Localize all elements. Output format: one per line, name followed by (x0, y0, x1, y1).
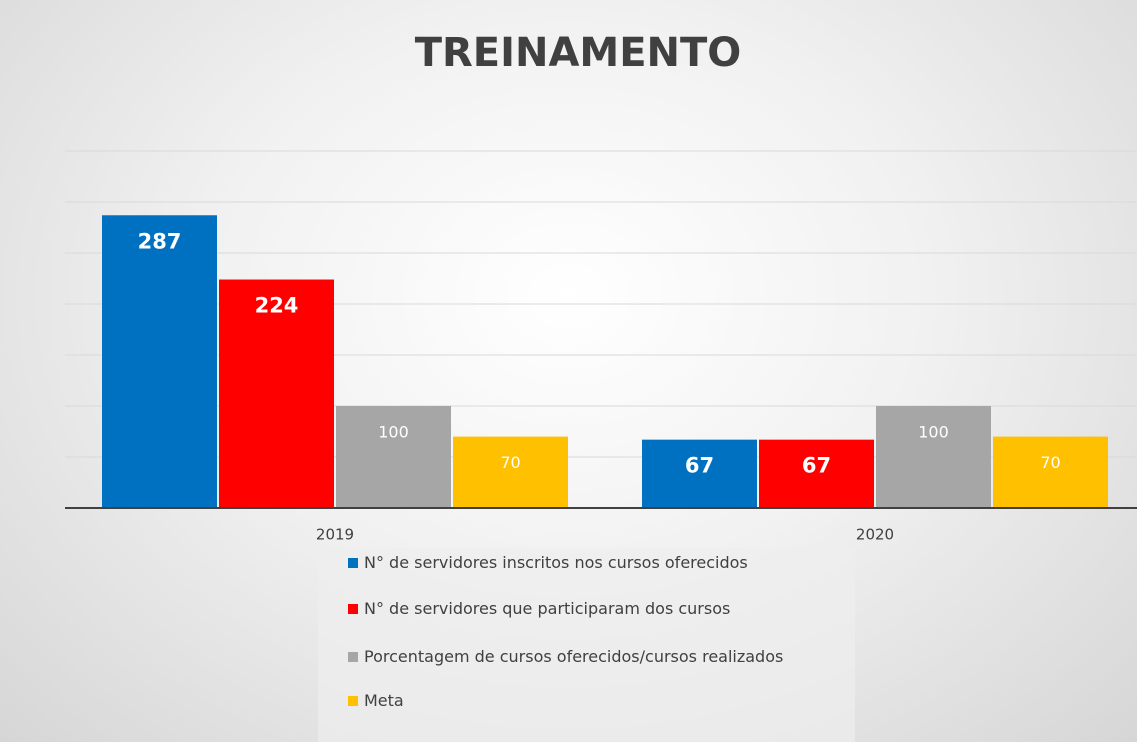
legend-label: N° de servidores que participaram dos cu… (364, 599, 731, 618)
data-label: 70 (1040, 453, 1060, 472)
legend-swatch (348, 652, 358, 662)
bar (102, 215, 217, 508)
legend-item: Meta (348, 690, 404, 711)
legend-label: N° de servidores inscritos nos cursos of… (364, 553, 748, 572)
legend-label: Porcentagem de cursos oferecidos/cursos … (364, 647, 784, 666)
data-label: 67 (802, 454, 831, 478)
legend-swatch (348, 696, 358, 706)
legend-item: Porcentagem de cursos oferecidos/cursos … (348, 646, 783, 667)
legend-label: Meta (364, 691, 404, 710)
bar (453, 436, 568, 508)
chart-title: TREINAMENTO (415, 30, 742, 76)
legend-swatch (348, 604, 358, 614)
bar (876, 406, 991, 508)
data-label: 67 (685, 454, 714, 478)
legend-swatch (348, 558, 358, 568)
data-label: 224 (255, 294, 299, 318)
bar (993, 436, 1108, 508)
bar (336, 406, 451, 508)
bar (219, 279, 334, 508)
data-label: 70 (500, 453, 520, 472)
data-label: 100 (378, 423, 409, 442)
legend-item: N° de servidores que participaram dos cu… (348, 598, 730, 619)
data-label: 287 (138, 229, 182, 253)
bar (759, 439, 874, 508)
data-label: 100 (918, 423, 949, 442)
x-tick-label: 2019 (316, 526, 354, 544)
x-tick-label: 2020 (856, 526, 894, 544)
legend-item: N° de servidores inscritos nos cursos of… (348, 552, 748, 573)
bar (642, 439, 757, 508)
legend: N° de servidores inscritos nos cursos of… (318, 548, 855, 742)
